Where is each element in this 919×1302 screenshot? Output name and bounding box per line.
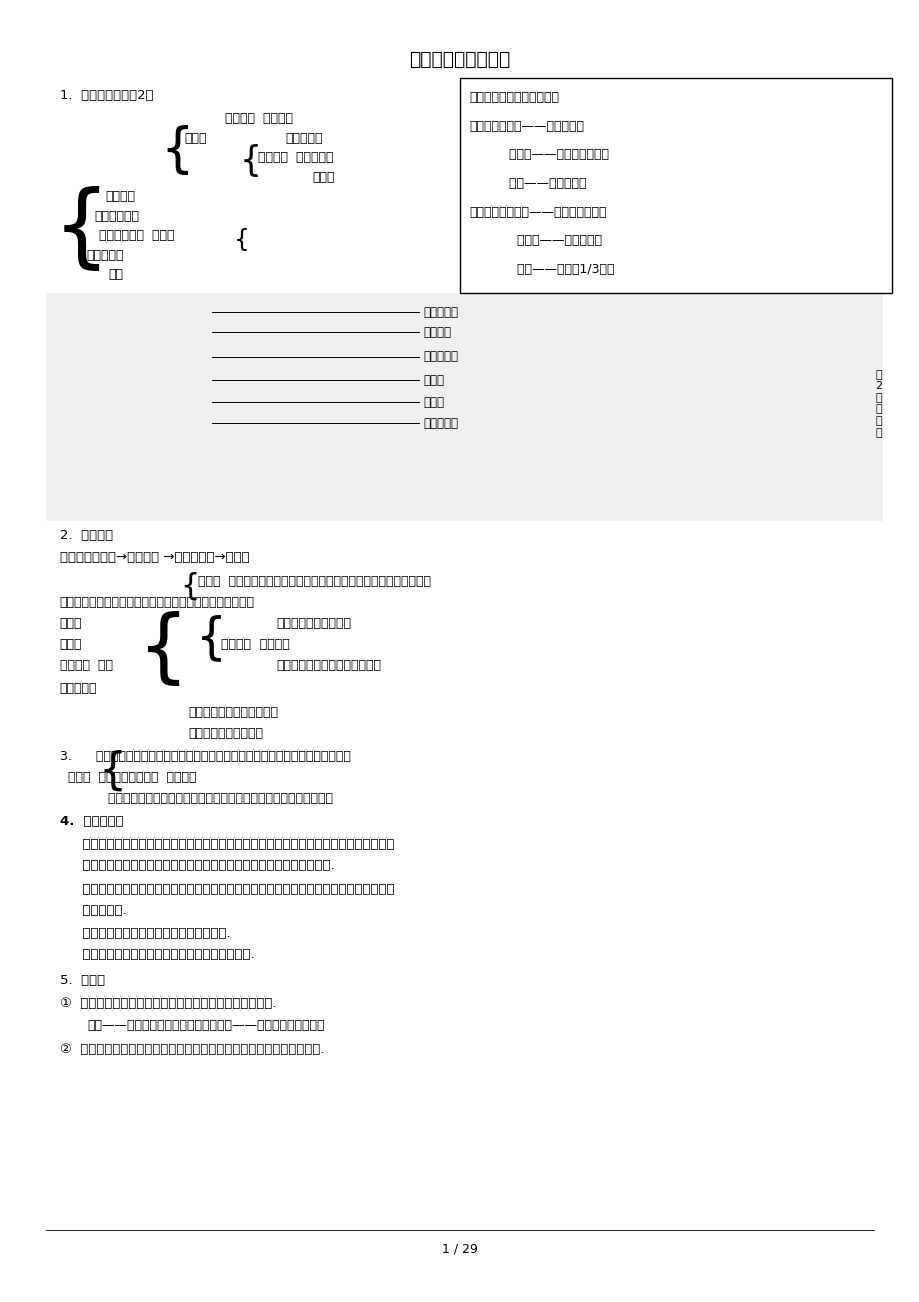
Text: 浅静脉  颈前静脉：穿入胸骨上间隙，汇入颈外静脉末端或锁骨下静脉: 浅静脉 颈前静脉：穿入胸骨上间隙，汇入颈外静脉末端或锁骨下静脉 — [198, 575, 430, 589]
Text: 舌骨上区  颏下三角: 舌骨上区 颏下三角 — [225, 112, 293, 125]
Text: 腺奇静脉丛.: 腺奇静脉丛. — [74, 904, 126, 917]
Text: 浅面——皮肤、浅筋膜、封套筋膜；深面——下颌舌骨肌与其筋膜: 浅面——皮肤、浅筋膜、封套筋膜；深面——下颌舌骨肌与其筋膜 — [87, 1019, 324, 1032]
Text: 结构层次：皮肤→颈浅筋膜 →（颈阔肌）→颈筋膜: 结构层次：皮肤→颈浅筋膜 →（颈阔肌）→颈筋膜 — [60, 551, 249, 564]
Text: 肌三角: 肌三角 — [423, 374, 444, 387]
Text: 舌骨下区  颈动脉三角: 舌骨下区 颈动脉三角 — [257, 151, 333, 164]
Text: 气管前间隙：位于气管前筋膜和气管颈部之间，有甲状腺最下动脉、甲状腺下静脉和甲状: 气管前间隙：位于气管前筋膜和气管颈部之间，有甲状腺最下动脉、甲状腺下静脉和甲状 — [74, 883, 393, 896]
Text: 胸骨上间隙：封套筋膜在胸骨柄上缘分为深浅两层，向下分别附于胸骨柄前后缘，两层之: 胸骨上间隙：封套筋膜在胸骨柄上缘分为深浅两层，向下分别附于胸骨柄前后缘，两层之 — [74, 838, 393, 852]
Text: 颈丛皮支  耳大神经: 颈丛皮支 耳大神经 — [221, 638, 289, 651]
Text: 肌三角: 肌三角 — [312, 171, 335, 184]
Text: {: { — [239, 145, 261, 178]
Text: 下界——锁骨中1/3上缘: 下界——锁骨中1/3上缘 — [469, 263, 614, 276]
Text: 深面的: 深面的 — [60, 638, 82, 651]
Text: 项部: 项部 — [108, 268, 123, 281]
Text: 2.  浅层结构: 2. 浅层结构 — [60, 529, 113, 542]
Text: 下颌下三角: 下颌下三角 — [423, 306, 458, 319]
Text: 椎前筋膜（深层）：覆盖颈丛、颈交感干、膈神经、锁骨下动、静脉: 椎前筋膜（深层）：覆盖颈丛、颈交感干、膈神经、锁骨下动、静脉 — [60, 792, 333, 805]
Text: 颈部颈外侧区  枕三角: 颈部颈外侧区 枕三角 — [99, 229, 175, 242]
Text: 浅筋膜内  神经: 浅筋膜内 神经 — [60, 659, 113, 672]
Text: 颈浅层与甲状腺周围: 颈浅层与甲状腺周围 — [409, 49, 510, 69]
Bar — [46, 293, 882, 521]
Text: 颈动脉三角: 颈动脉三角 — [423, 350, 458, 363]
Text: 上界——下颌骨下缘: 上界——下颌骨下缘 — [469, 177, 586, 190]
Text: 颈前区：内侧界——颈前正中线: 颈前区：内侧界——颈前正中线 — [469, 120, 584, 133]
Text: 固有颈部: 固有颈部 — [106, 190, 136, 203]
Text: 颈阔肌: 颈阔肌 — [60, 617, 82, 630]
Text: 注：颈前区和颈外侧区边界: 注：颈前区和颈外侧区边界 — [469, 91, 559, 104]
Bar — [460, 78, 891, 293]
Text: 颈横神经：横过胸锁乳突肌表面: 颈横神经：横过胸锁乳突肌表面 — [276, 659, 380, 672]
Text: 枕三角: 枕三角 — [423, 396, 444, 409]
Text: 淋巴：颈外侧浅淋巴结: 淋巴：颈外侧浅淋巴结 — [188, 727, 264, 740]
Text: 面神经：颈支：支配颈阔肌: 面神经：颈支：支配颈阔肌 — [188, 706, 278, 719]
Text: 颈前区: 颈前区 — [184, 132, 206, 145]
Text: 颈外静脉：锁骨上方穿颈深筋膜，汇入锁骨下静脉或静脉角: 颈外静脉：锁骨上方穿颈深筋膜，汇入锁骨下静脉或静脉角 — [60, 596, 255, 609]
Text: 5.  颈前区: 5. 颈前区 — [60, 974, 105, 987]
Text: {: { — [138, 611, 189, 689]
Text: 4.  筋膜间隙：: 4. 筋膜间隙： — [60, 815, 123, 828]
Text: 锁骨上三角: 锁骨上三角 — [86, 249, 124, 262]
Text: 枕小神经：勾绕副神经: 枕小神经：勾绕副神经 — [276, 617, 351, 630]
Text: ②  下颌下三角（二腹肌三角）：由二腹肌前、后腹和下颌骨体下缘围成.: ② 下颌下三角（二腹肌三角）：由二腹肌前、后腹和下颌骨体下缘围成. — [60, 1043, 324, 1056]
Text: {: { — [161, 125, 194, 177]
Text: 1 / 29: 1 / 29 — [442, 1242, 477, 1255]
Text: 外侧界——斜方肌前缘: 外侧界——斜方肌前缘 — [469, 234, 602, 247]
Text: 咽后间隙：位于颊咽筋膜与椎前筋膜之间.: 咽后间隙：位于颊咽筋膜与椎前筋膜之间. — [74, 927, 230, 940]
Text: 颈筋膜  内脏筋膜（中层）  颊咽筋膜: 颈筋膜 内脏筋膜（中层） 颊咽筋膜 — [60, 771, 196, 784]
Text: 下颌下三角: 下颌下三角 — [285, 132, 323, 145]
Text: ①  颏下三角：由左、右二腹肌前腹与舌骨体围成的三角区.: ① 颏下三角：由左、右二腹肌前腹与舌骨体围成的三角区. — [60, 997, 276, 1010]
Text: 1.  颈部分区（见图2）: 1. 颈部分区（见图2） — [60, 89, 153, 102]
Text: 外侧界——胸锁乳突肌前缘: 外侧界——胸锁乳突肌前缘 — [469, 148, 608, 161]
Text: {: { — [52, 185, 109, 273]
Text: 颏下三角: 颏下三角 — [423, 326, 450, 339]
Text: 间为胸骨上间隙，内有颈静脉弓、颈前静脉下段、胸锁乳突肌胸骨头等.: 间为胸骨上间隙，内有颈静脉弓、颈前静脉下段、胸锁乳突肌胸骨头等. — [74, 859, 334, 872]
Text: {: { — [233, 228, 250, 251]
Text: 胸锁乳突肌区: 胸锁乳突肌区 — [95, 210, 140, 223]
Text: 颈外侧区：内侧界——胸锁乳突肌后缘: 颈外侧区：内侧界——胸锁乳突肌后缘 — [469, 206, 606, 219]
Text: 图
2
颈
部
三
角: 图 2 颈 部 三 角 — [874, 370, 881, 437]
Text: 椎前间隙：位于脊柱、颈深肌群与椎前筋膜之间.: 椎前间隙：位于脊柱、颈深肌群与椎前筋膜之间. — [74, 948, 254, 961]
Text: 锁骨上三角: 锁骨上三角 — [423, 417, 458, 430]
Text: {: { — [179, 572, 199, 600]
Text: {: { — [98, 749, 126, 793]
Text: 3.      封套筋膜（浅层）气管前筋膜：包裹咽喉、食管气管颈部、甲状腺、甲状旁腺: 3. 封套筋膜（浅层）气管前筋膜：包裹咽喉、食管气管颈部、甲状腺、甲状旁腺 — [60, 750, 350, 763]
Text: 锁骨上神经: 锁骨上神经 — [60, 682, 97, 695]
Text: {: { — [196, 615, 227, 661]
